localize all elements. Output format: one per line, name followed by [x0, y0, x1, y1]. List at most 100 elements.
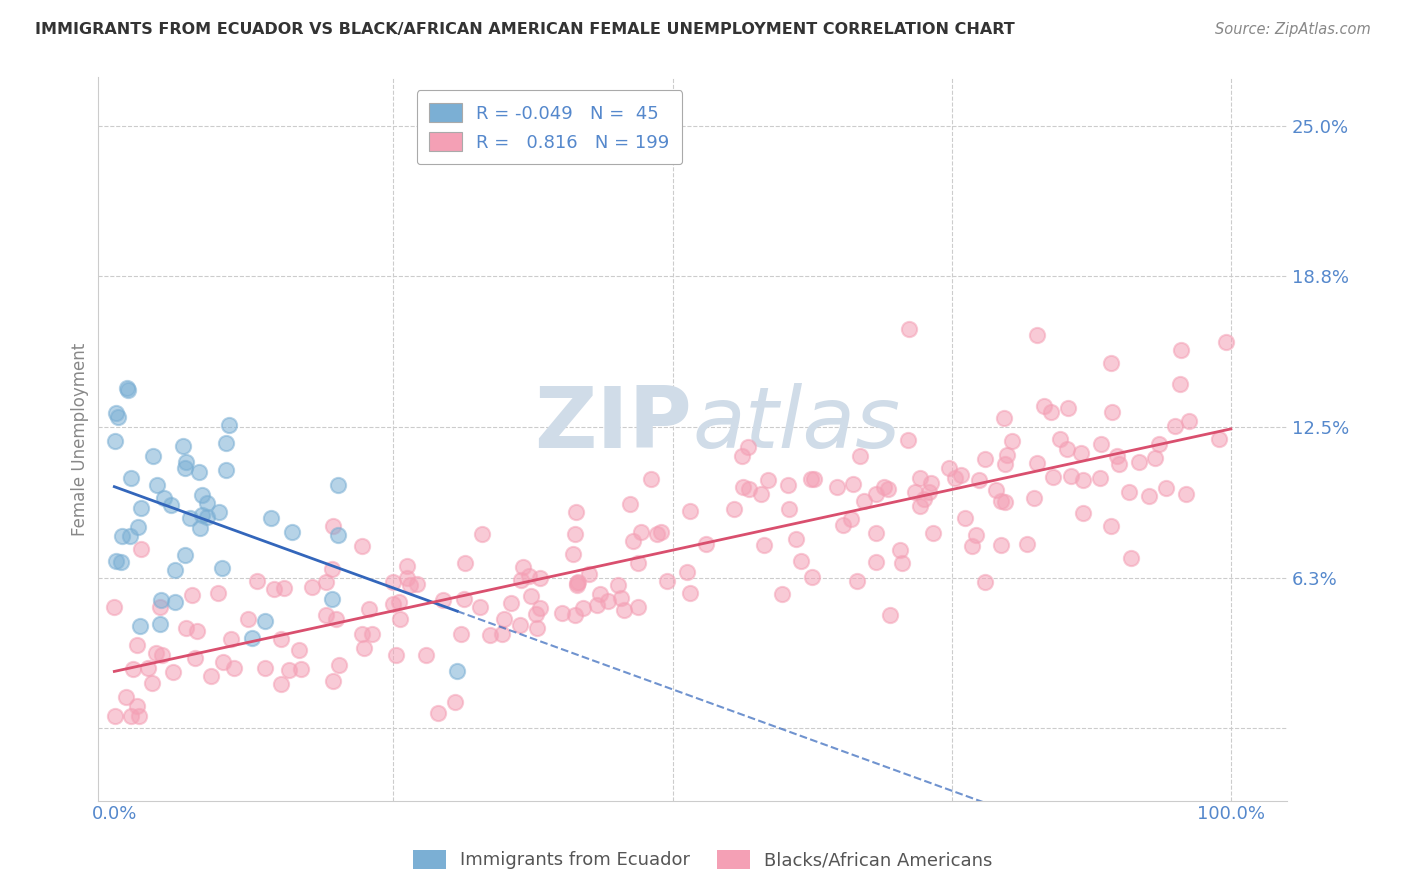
Point: [468, 599, 491, 614]
Point: [679, 504, 702, 518]
Point: [145, 646, 167, 660]
Point: [529, 601, 551, 615]
Point: [111, 529, 134, 543]
Point: [1070, 446, 1092, 460]
Point: [212, 656, 235, 670]
Point: [621, 533, 644, 548]
Y-axis label: Female Unemployment: Female Unemployment: [72, 343, 89, 536]
Point: [679, 586, 702, 600]
Point: [564, 526, 586, 541]
Point: [450, 627, 472, 641]
Point: [1022, 491, 1045, 505]
Point: [1170, 376, 1192, 391]
Point: [105, 406, 128, 420]
Point: [1154, 481, 1177, 495]
Point: [238, 612, 260, 626]
Point: [165, 563, 187, 577]
Point: [246, 574, 269, 589]
Point: [865, 555, 887, 569]
Point: [162, 665, 184, 680]
Point: [562, 547, 585, 561]
Point: [517, 569, 540, 583]
Point: [360, 627, 382, 641]
Point: [738, 483, 761, 497]
Point: [104, 434, 127, 449]
Point: [117, 383, 139, 397]
Point: [960, 539, 983, 553]
Point: [181, 588, 204, 602]
Point: [512, 559, 534, 574]
Point: [415, 648, 437, 663]
Point: [730, 450, 752, 464]
Point: [510, 573, 533, 587]
Point: [613, 603, 636, 617]
Point: [586, 599, 609, 613]
Point: [1033, 399, 1056, 413]
Point: [778, 501, 800, 516]
Point: [270, 632, 292, 646]
Point: [142, 449, 165, 463]
Point: [270, 676, 292, 690]
Point: [184, 650, 207, 665]
Point: [352, 539, 374, 553]
Point: [898, 322, 921, 336]
Point: [1147, 437, 1170, 451]
Point: [492, 612, 515, 626]
Point: [240, 631, 263, 645]
Point: [114, 690, 136, 704]
Point: [994, 457, 1017, 471]
Point: [938, 461, 960, 475]
Point: [908, 499, 931, 513]
Point: [630, 524, 652, 539]
Point: [396, 558, 419, 573]
Point: [254, 614, 277, 628]
Text: atlas: atlas: [692, 383, 900, 466]
Point: [1049, 432, 1071, 446]
Point: [219, 632, 242, 646]
Point: [1178, 414, 1201, 428]
Point: [406, 577, 429, 591]
Point: [645, 526, 668, 541]
Point: [1143, 450, 1166, 465]
Point: [159, 498, 181, 512]
Point: [172, 439, 194, 453]
Point: [776, 477, 799, 491]
Point: [129, 500, 152, 515]
Point: [328, 658, 350, 673]
Point: [801, 570, 824, 584]
Point: [1215, 335, 1237, 350]
Point: [650, 525, 672, 540]
Point: [912, 492, 935, 507]
Point: [207, 585, 229, 599]
Point: [640, 472, 662, 486]
Point: [993, 411, 1015, 425]
Point: [288, 643, 311, 657]
Point: [322, 518, 344, 533]
Point: [478, 628, 501, 642]
Point: [381, 597, 404, 611]
Point: [186, 624, 208, 639]
Point: [118, 528, 141, 542]
Point: [853, 494, 876, 508]
Point: [290, 662, 312, 676]
Text: Source: ZipAtlas.com: Source: ZipAtlas.com: [1215, 22, 1371, 37]
Point: [1057, 401, 1080, 415]
Point: [273, 581, 295, 595]
Point: [841, 477, 863, 491]
Point: [607, 578, 630, 592]
Point: [321, 562, 343, 576]
Point: [619, 497, 641, 511]
Point: [1026, 456, 1049, 470]
Point: [128, 709, 150, 723]
Point: [756, 473, 779, 487]
Point: [865, 487, 887, 501]
Point: [301, 581, 323, 595]
Point: [315, 574, 337, 589]
Point: [790, 554, 813, 568]
Point: [260, 511, 283, 525]
Point: [737, 440, 759, 454]
Point: [208, 506, 231, 520]
Point: [190, 521, 212, 535]
Point: [831, 518, 853, 533]
Point: [918, 485, 941, 500]
